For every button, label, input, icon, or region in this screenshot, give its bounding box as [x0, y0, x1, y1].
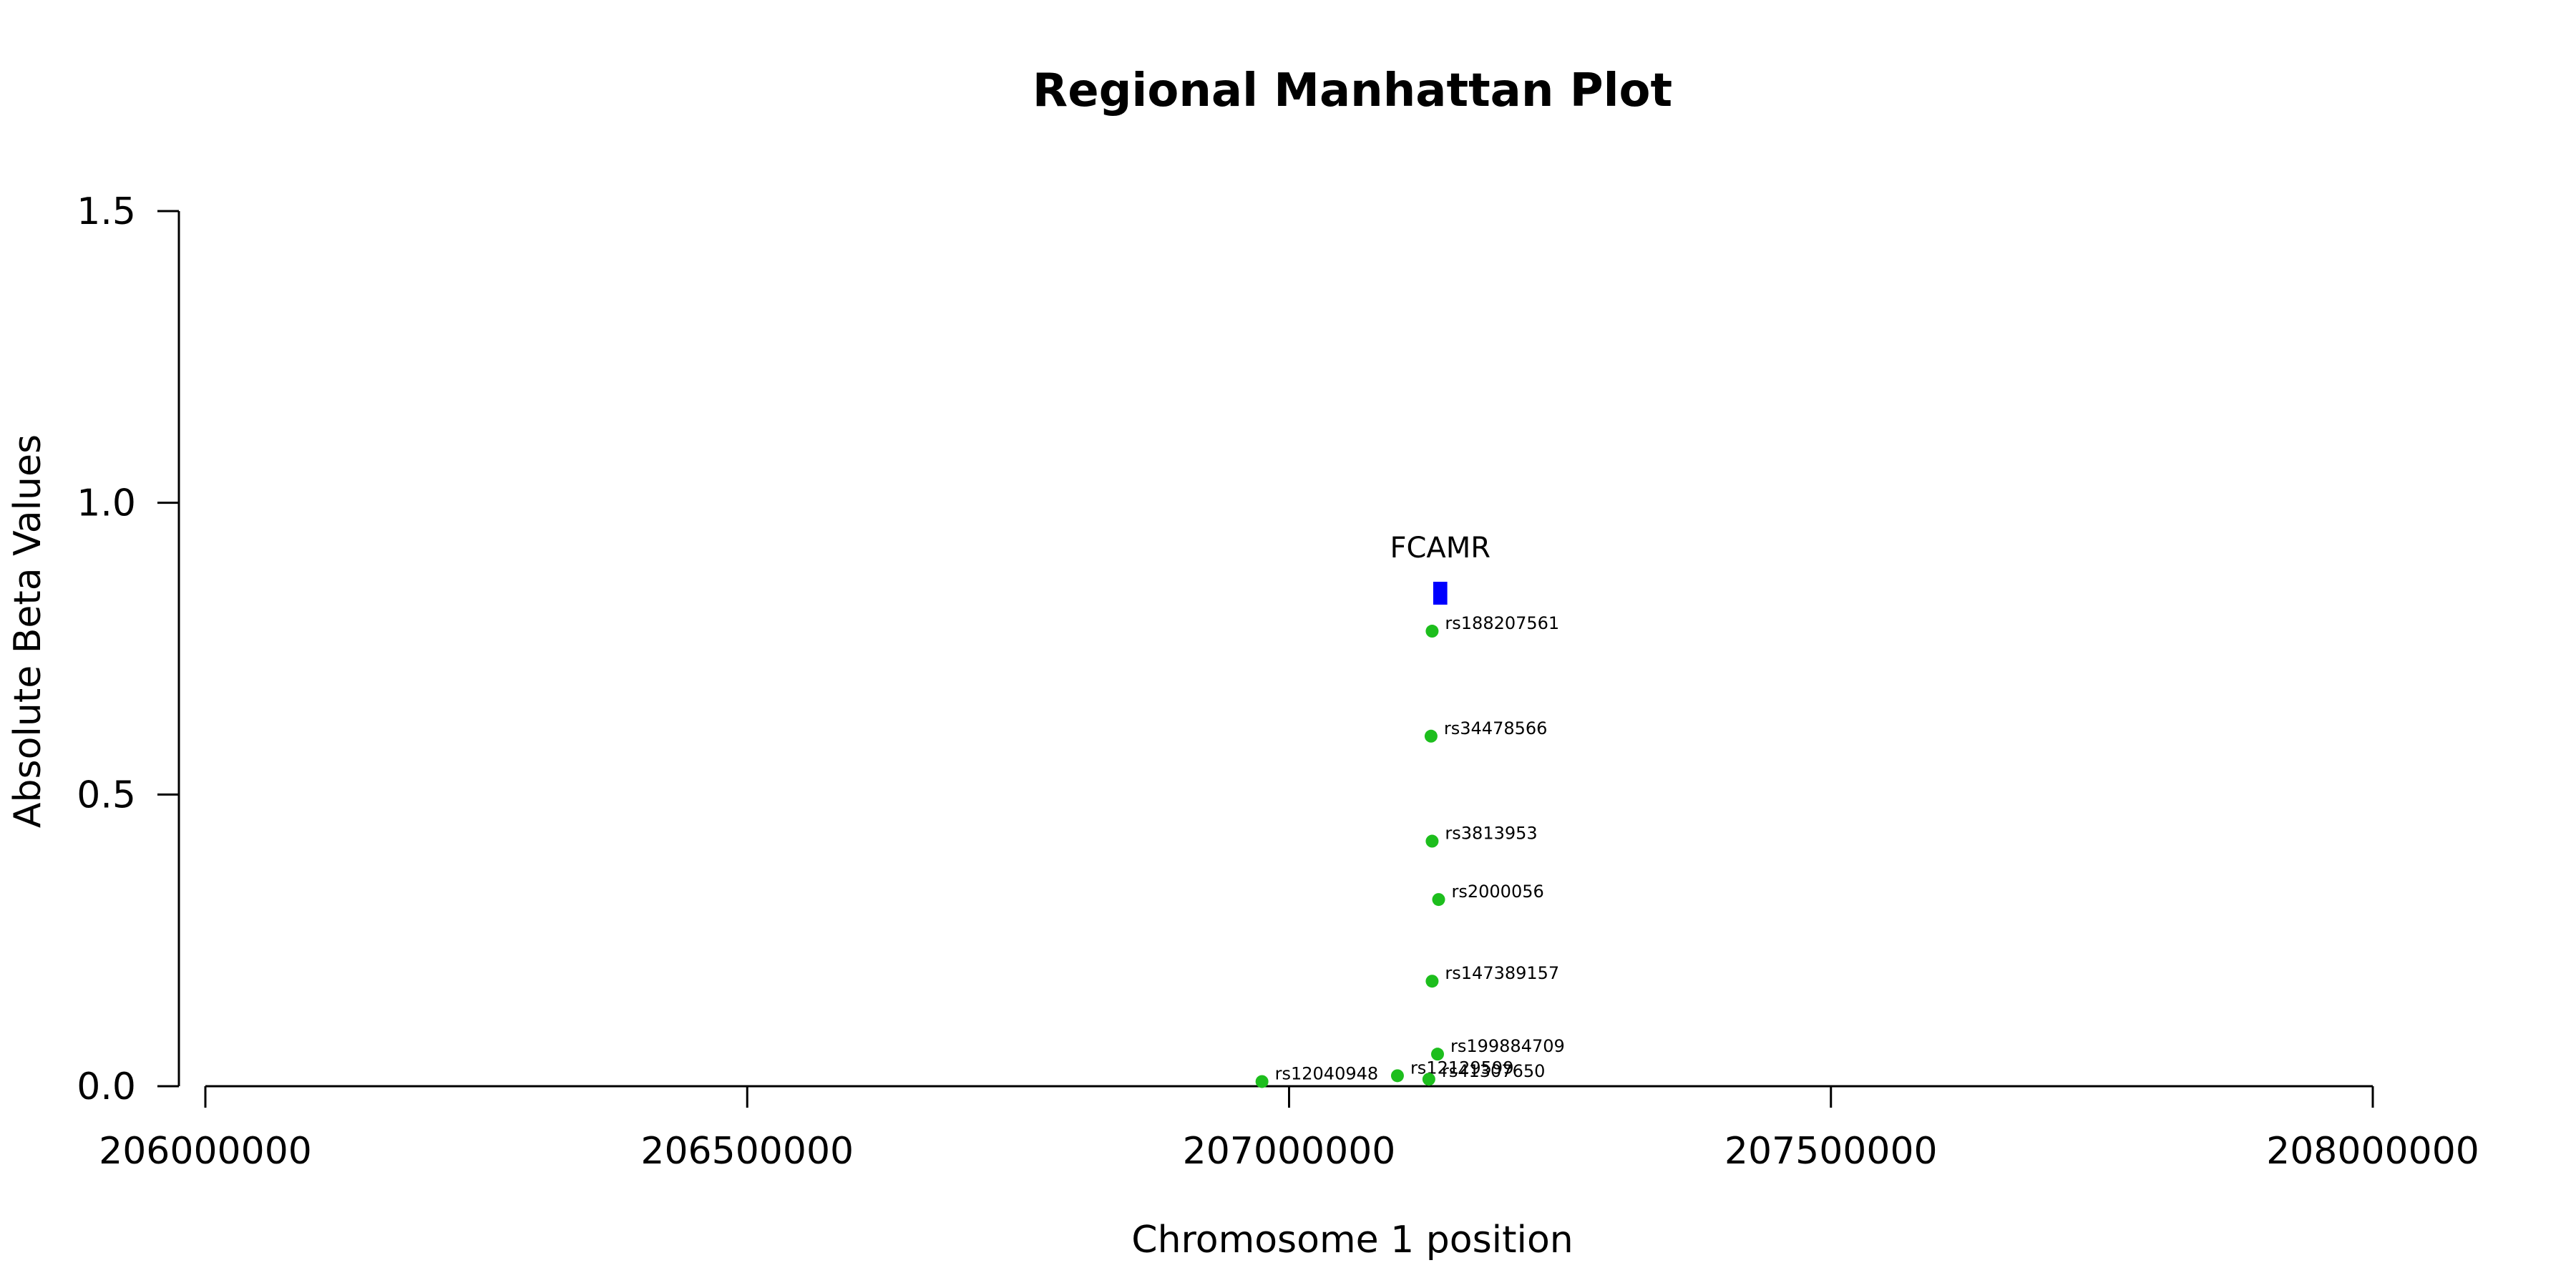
x-tick-label: 208000000	[2266, 1130, 2479, 1173]
y-tick-label: 1.5	[77, 190, 136, 233]
snp-point	[1425, 975, 1439, 988]
y-tick-label: 1.0	[77, 482, 136, 525]
snp-point	[1390, 1069, 1404, 1083]
x-tick-label: 207000000	[1183, 1130, 1396, 1173]
snp-label: rs3813953	[1445, 824, 1537, 844]
snp-point	[1424, 729, 1438, 743]
snp-label: rs188207561	[1445, 613, 1559, 633]
snp-point	[1255, 1075, 1269, 1088]
snp-point	[1432, 893, 1445, 907]
snp-points: rs188207561 rs34478566 rs3813953 rs2000056 r…	[1255, 613, 1565, 1088]
snp-label: rs147389157	[1445, 963, 1559, 983]
x-tick-label: 206000000	[99, 1130, 312, 1173]
gene-box	[1433, 582, 1448, 605]
snp-point	[1425, 625, 1439, 638]
snp-point	[1425, 834, 1439, 848]
gene-track: FCAMR	[1390, 532, 1491, 605]
x-tick-label: 207500000	[1724, 1130, 1938, 1173]
chart-title: Regional Manhattan Plot	[1033, 64, 1672, 117]
snp-label: rs199884709	[1450, 1036, 1565, 1056]
snp-label: rs2000056	[1452, 882, 1544, 902]
y-tick-label: 0.0	[77, 1065, 136, 1108]
y-tick-label: 0.5	[77, 774, 136, 816]
snp-point	[1430, 1048, 1444, 1061]
x-tick-label: 206500000	[640, 1130, 854, 1173]
snp-label: rs12040948	[1275, 1063, 1379, 1083]
x-axis: 206000000 206500000 207000000 207500000 2080…	[99, 1085, 2479, 1173]
snp-point	[1422, 1073, 1435, 1086]
snp-label: rs41307650	[1442, 1061, 1546, 1081]
gene-label: FCAMR	[1390, 532, 1491, 565]
y-axis: 0.0 0.5 1.0 1.5	[77, 190, 180, 1108]
x-axis-title: Chromosome 1 position	[1131, 1219, 1573, 1262]
y-axis-title: Absolute Beta Values	[6, 434, 49, 828]
snp-label: rs34478566	[1444, 718, 1548, 738]
